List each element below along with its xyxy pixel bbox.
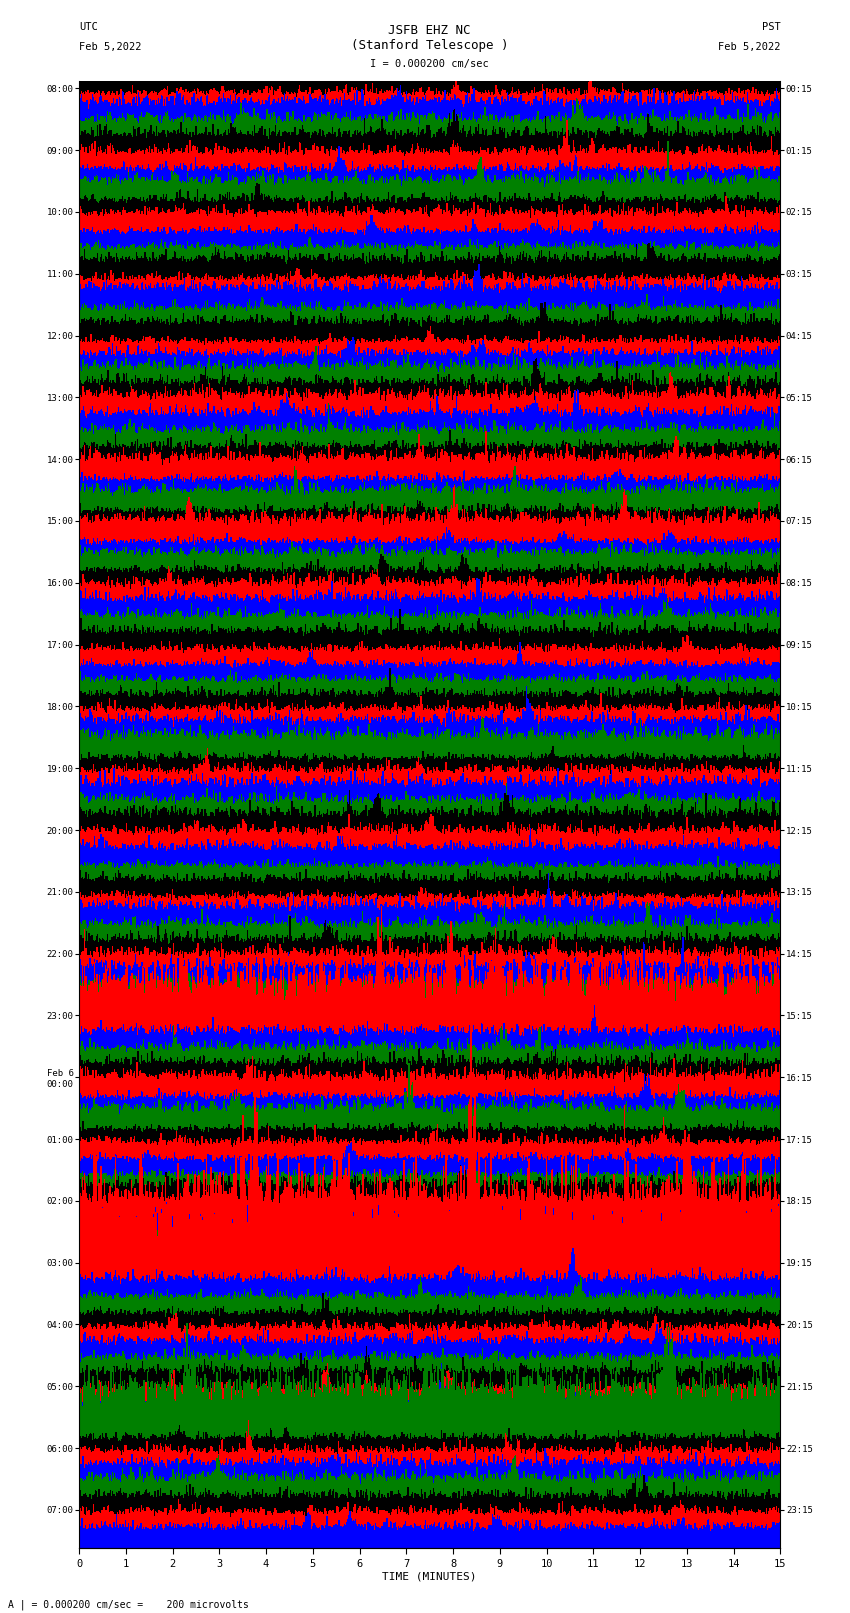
Text: JSFB EHZ NC: JSFB EHZ NC bbox=[388, 24, 471, 37]
Text: (Stanford Telescope ): (Stanford Telescope ) bbox=[351, 39, 508, 52]
X-axis label: TIME (MINUTES): TIME (MINUTES) bbox=[382, 1571, 477, 1582]
Text: A | = 0.000200 cm/sec =    200 microvolts: A | = 0.000200 cm/sec = 200 microvolts bbox=[8, 1598, 249, 1610]
Text: UTC: UTC bbox=[79, 23, 98, 32]
Text: Feb 5,2022: Feb 5,2022 bbox=[717, 42, 780, 52]
Text: I = 0.000200 cm/sec: I = 0.000200 cm/sec bbox=[371, 60, 489, 69]
Text: Feb 5,2022: Feb 5,2022 bbox=[79, 42, 142, 52]
Text: PST: PST bbox=[762, 23, 780, 32]
